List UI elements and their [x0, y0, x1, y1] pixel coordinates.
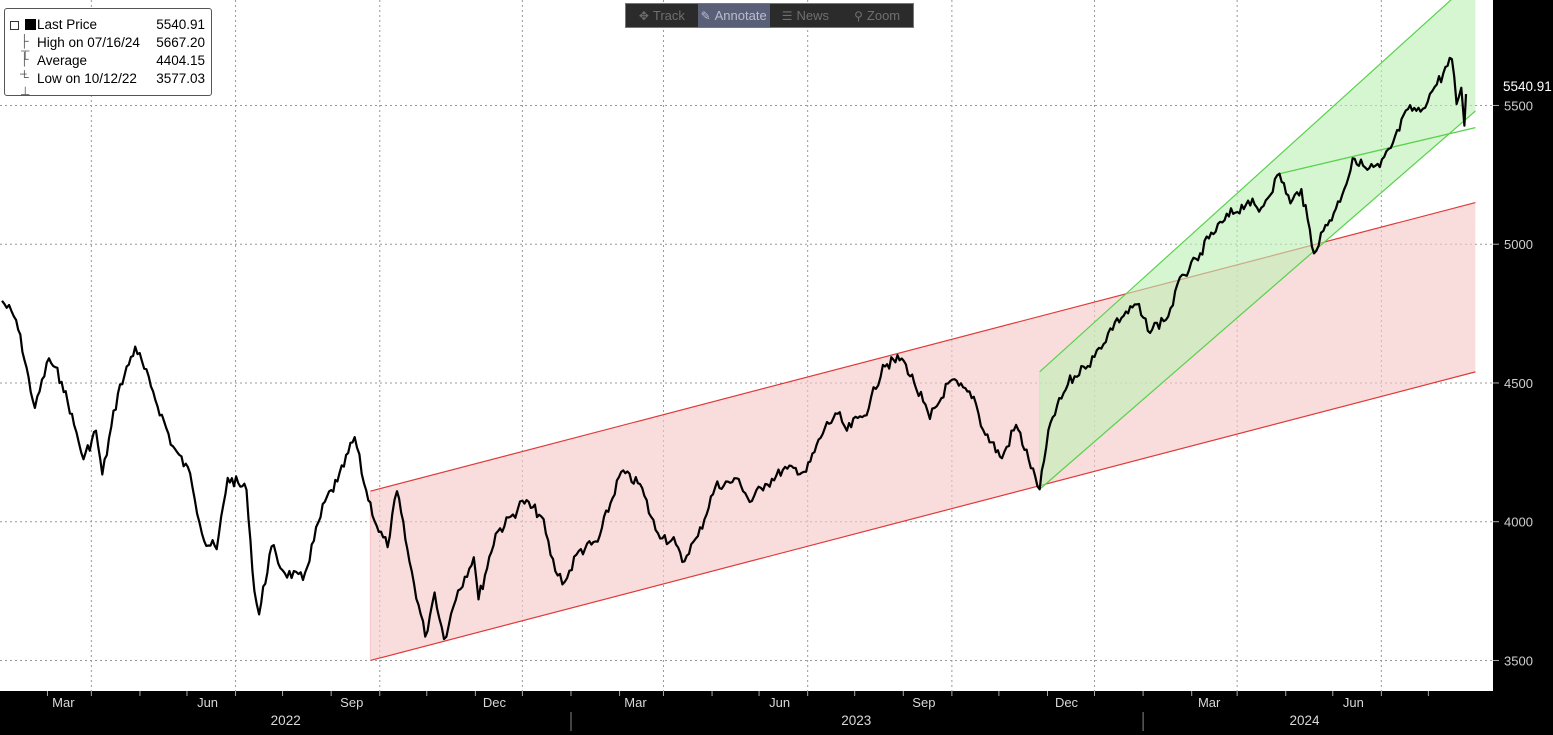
x-axis-panel — [0, 691, 1553, 735]
x-tick-label: Jun — [197, 695, 218, 710]
channel-upper-line — [1039, 0, 1452, 373]
crosshair-icon: ✥ — [638, 8, 649, 23]
x-tick-label: Mar — [52, 695, 75, 710]
legend: Last Price 5540.91 ├ ⊤ High on 07/16/24 … — [4, 8, 212, 98]
legend-low: └ ⊥ Low on 10/12/22 3577.03 — [20, 70, 205, 98]
series — [1, 56, 1468, 641]
y-tick-label: 4000 — [1504, 515, 1533, 530]
legend-last-price: Last Price 5540.91 — [5, 16, 211, 34]
average-marker-icon: ├ ‒ — [20, 52, 29, 80]
x-tick-label: Sep — [912, 695, 935, 710]
low-marker-icon: └ ⊥ — [20, 70, 31, 98]
x-tick-label: Dec — [1055, 695, 1079, 710]
x-tick-label: Dec — [483, 695, 507, 710]
y-tick-label: 3500 — [1504, 653, 1533, 668]
magnifier-icon: ⚲ — [854, 8, 863, 23]
x-axis: Mar Jun Sep Dec Mar Jun Sep Dec Mar Jun 2022 2023 20… — [0, 691, 1553, 735]
y-tick-label: 5500 — [1504, 98, 1533, 113]
channels — [369, 0, 1476, 662]
year-label: 2024 — [1290, 713, 1321, 728]
last-price-swatch-icon — [25, 19, 36, 30]
y-axis-panel — [1493, 0, 1553, 735]
high-marker-icon: ├ ⊤ — [20, 34, 31, 62]
y-tick-label: 5000 — [1504, 237, 1533, 252]
pencil-icon: ✎ — [700, 8, 711, 23]
channel-fill — [1039, 0, 1476, 490]
track-button[interactable]: ✥ Track — [638, 8, 685, 23]
chart-toolbar: ✥ Track ✎ Annotate ☰ News ⚲ Zoom — [625, 3, 914, 28]
channel-lower-line — [370, 371, 1476, 662]
legend-average: ├ ‒ Average 4404.15 — [20, 52, 205, 80]
year-label: 2022 — [271, 713, 301, 728]
news-icon: ☰ — [781, 8, 793, 23]
y-tick-label: 4500 — [1504, 376, 1533, 391]
channel-lower-line — [1039, 110, 1476, 490]
news-button[interactable]: ☰ News — [781, 8, 830, 23]
x-tick-label: Jun — [1343, 695, 1364, 710]
collapse-icon[interactable] — [10, 21, 19, 30]
zoom-button[interactable]: ⚲ Zoom — [854, 8, 901, 23]
y-axis: 3500 4000 4500 5000 5500 5540.91 — [1493, 0, 1553, 735]
x-tick-label: Jun — [769, 695, 790, 710]
x-tick-label: Mar — [1198, 695, 1221, 710]
trendline — [1279, 127, 1476, 175]
price-line — [1, 56, 1468, 641]
annotate-button[interactable]: ✎ Annotate — [697, 4, 770, 27]
x-tick-label: Sep — [340, 695, 363, 710]
last-price-label: 5540.91 — [1503, 79, 1552, 94]
legend-high: ├ ⊤ High on 07/16/24 5667.20 — [20, 34, 205, 62]
year-label: 2023 — [841, 713, 871, 728]
x-tick-label: Mar — [624, 695, 647, 710]
